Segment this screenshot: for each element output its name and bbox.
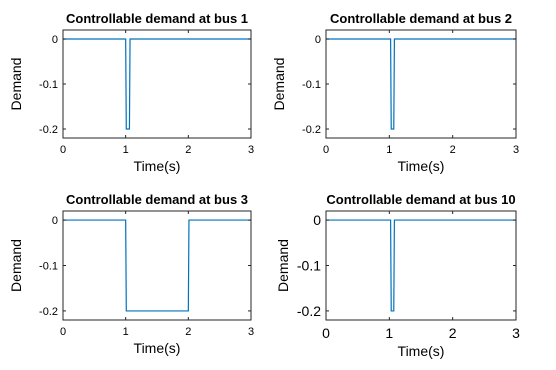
series-line [326, 219, 516, 312]
plot-area [326, 30, 516, 138]
y-tick-label: -0.1 [297, 257, 321, 273]
y-tick-label: -0.2 [297, 303, 321, 319]
x-tick-label: 1 [386, 144, 392, 156]
x-axis-label: Time(s) [398, 158, 445, 174]
x-tick-label: 3 [248, 144, 254, 156]
plot-area [326, 211, 516, 320]
x-tick-label: 0 [60, 326, 66, 338]
plot-area [63, 30, 251, 138]
chart-title: Controllable demand at bus 1 [66, 11, 248, 26]
chart-title: Controllable demand at bus 10 [326, 192, 515, 207]
y-tick-label: 0 [52, 215, 58, 227]
subplot-3: Controllable demand at bus 3 0 1 2 3 0 -0.1 -0.… [8, 192, 254, 356]
y-axis-label: Demand [275, 239, 291, 292]
y-tick-label: -0.2 [39, 124, 58, 136]
x-tick-label: 1 [123, 144, 129, 156]
y-tick-label: -0.1 [39, 79, 58, 91]
y-axis-label: Demand [8, 239, 24, 292]
x-tick-label: 2 [450, 144, 456, 156]
x-tick-label: 0 [60, 144, 66, 156]
chart-title: Controllable demand at bus 2 [330, 11, 512, 26]
y-tick-label: -0.1 [39, 260, 58, 272]
series-line [63, 38, 251, 130]
x-tick-label: 2 [185, 326, 191, 338]
y-tick-label: -0.2 [39, 306, 58, 318]
x-axis-label: Time(s) [134, 340, 181, 356]
y-tick-label: -0.2 [302, 124, 321, 136]
x-tick-label: 1 [385, 325, 393, 341]
subplot-1: Controllable demand at bus 1 0 1 2 3 0 -0.1 -0.… [8, 11, 254, 174]
y-tick-label: 0 [52, 34, 58, 46]
series-line [63, 219, 251, 312]
x-tick-label: 2 [185, 144, 191, 156]
y-axis-label: Demand [271, 58, 287, 111]
x-tick-label: 3 [512, 325, 520, 341]
x-tick-label: 0 [322, 325, 330, 341]
subplot-4: Controllable demand at bus 10 0 1 2 3 0 -0.1 -0… [275, 192, 520, 359]
series-line [326, 38, 516, 130]
x-tick-label: 1 [123, 326, 129, 338]
subplot-2: Controllable demand at bus 2 0 1 2 3 0 -0.1 -0.… [271, 11, 519, 174]
chart-title: Controllable demand at bus 3 [66, 192, 248, 207]
x-tick-label: 0 [323, 144, 329, 156]
y-axis-label: Demand [8, 58, 24, 111]
y-tick-label: -0.1 [302, 79, 321, 91]
x-tick-label: 3 [248, 326, 254, 338]
y-tick-label: 0 [313, 212, 321, 228]
x-tick-label: 2 [449, 325, 457, 341]
x-axis-label: Time(s) [398, 343, 445, 359]
plot-area [63, 211, 251, 320]
x-tick-label: 3 [513, 144, 519, 156]
y-tick-label: 0 [315, 34, 321, 46]
x-axis-label: Time(s) [134, 158, 181, 174]
